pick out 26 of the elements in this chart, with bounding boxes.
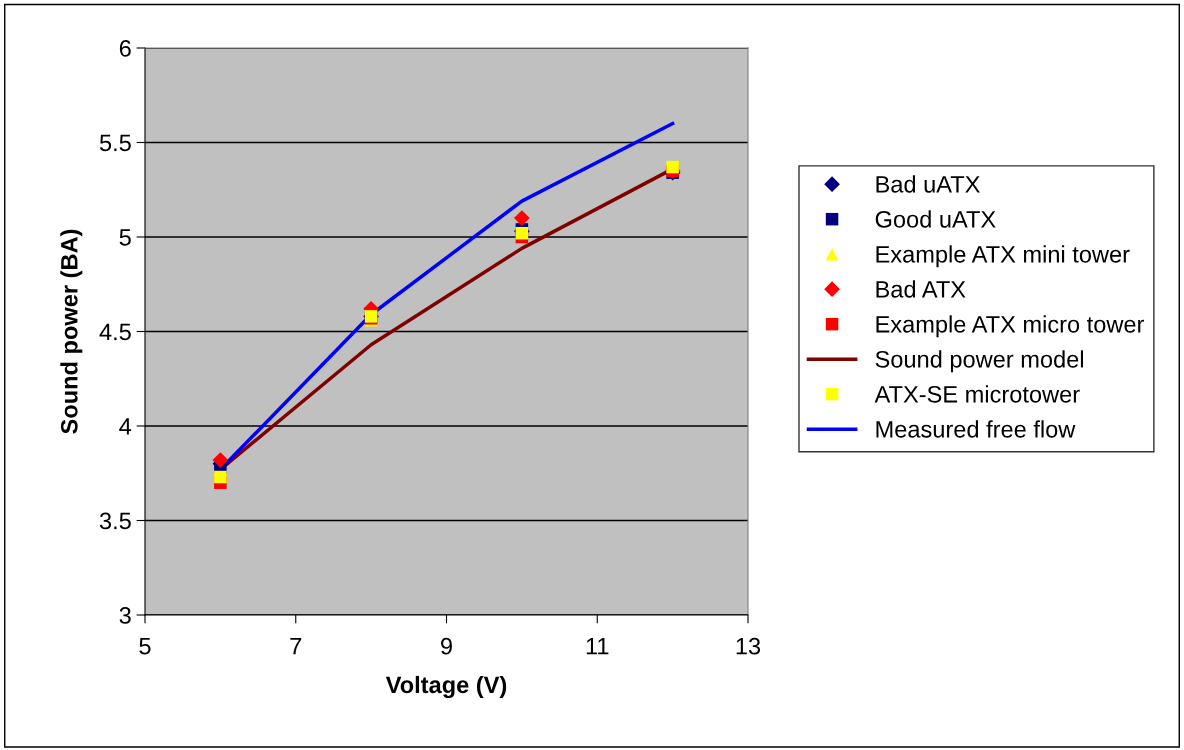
- point: [514, 210, 530, 226]
- legend-label: ATX-SE microtower: [874, 385, 1080, 403]
- y-tick-label: 4: [119, 418, 132, 435]
- point: [212, 452, 229, 468]
- x-tick-label: 9: [441, 637, 452, 655]
- point: [666, 160, 679, 174]
- x-tick-label: 11: [586, 638, 609, 655]
- legend-label: Good uATX: [875, 210, 996, 228]
- y-tick-label: 3.5: [99, 512, 131, 530]
- legend-label: Example ATX mini tower: [876, 245, 1130, 268]
- x-tick-label: 5: [139, 638, 151, 655]
- legend-label: Example ATX micro tower: [876, 315, 1145, 338]
- legend-label: Bad uATX: [876, 175, 980, 193]
- y-tick-label: 4.5: [99, 323, 131, 341]
- x-tick-label: 7: [290, 638, 302, 655]
- legend-label: Bad ATX: [876, 280, 966, 298]
- legend-label: Sound power model: [875, 350, 1083, 373]
- x-axis-title: Voltage (V): [385, 675, 507, 699]
- y-axis-title: Sound power (BA): [60, 229, 83, 434]
- legend-label: Measured free flow: [876, 420, 1076, 438]
- y-tick-label: 5.5: [99, 134, 131, 152]
- x-tick-label: 13: [736, 637, 761, 655]
- y-tick-label: 6: [119, 40, 131, 57]
- point: [214, 470, 227, 484]
- y-tick-label: 5: [119, 229, 131, 246]
- y-tick-label: 3: [119, 607, 131, 624]
